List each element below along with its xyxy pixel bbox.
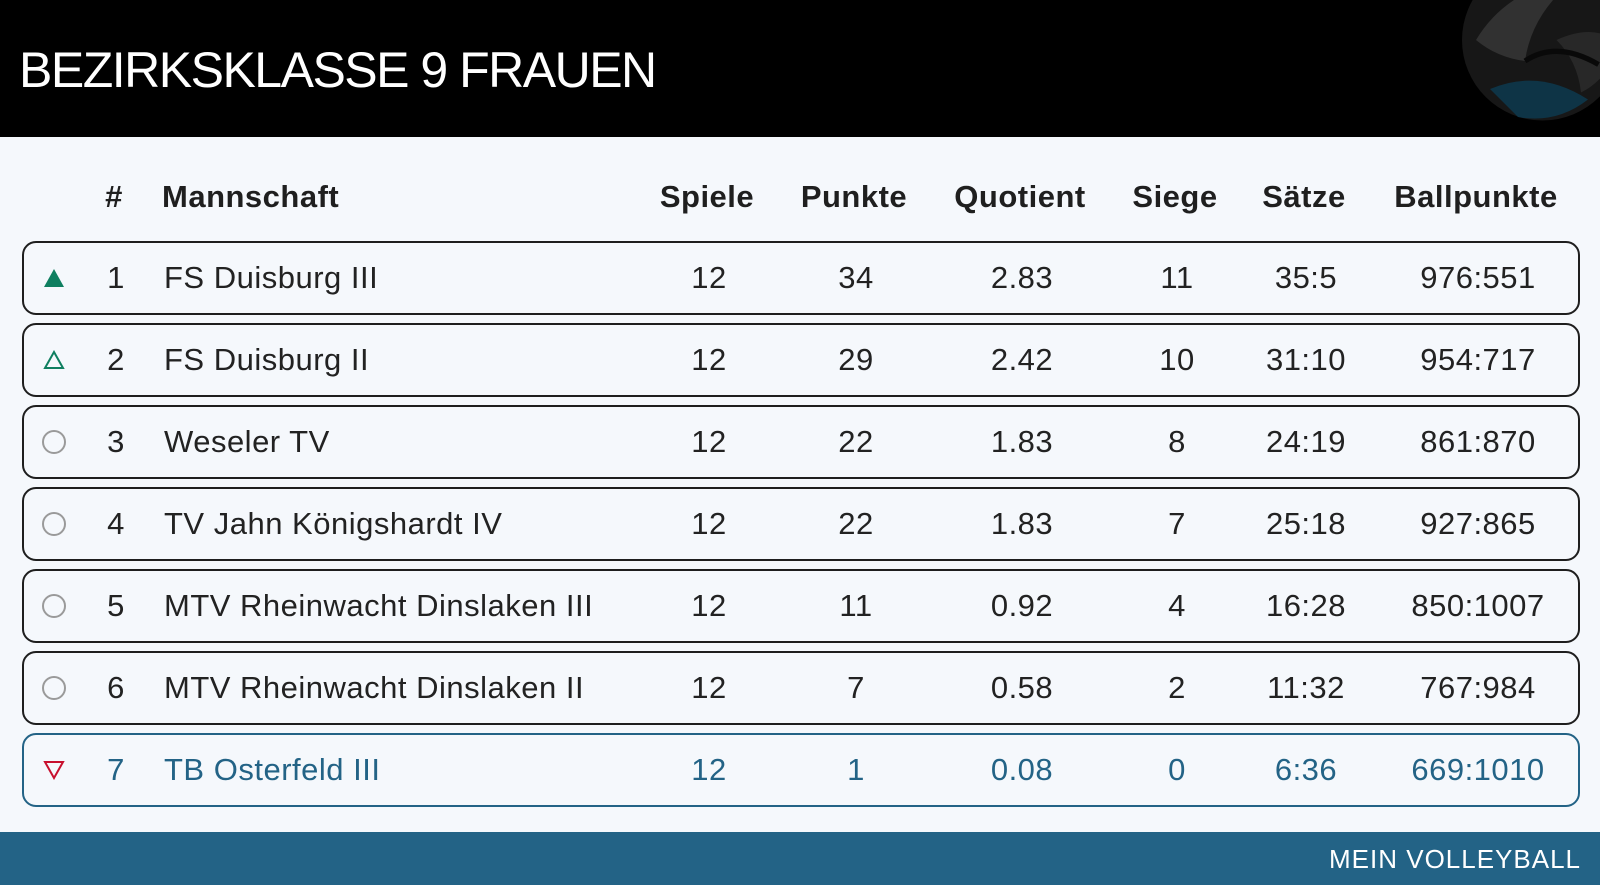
table-header: # Mannschaft Spiele Punkte Quotient Sieg… xyxy=(0,177,1600,217)
promotion-up-outline-icon xyxy=(24,325,84,395)
row-sets: 11:32 xyxy=(1267,670,1345,705)
row-rank: 2 xyxy=(107,342,125,377)
row-team: FS Duisburg II xyxy=(164,342,370,377)
row-rank: 3 xyxy=(107,424,125,459)
header-quotient: Quotient xyxy=(954,179,1086,214)
header-points: Punkte xyxy=(800,179,908,214)
row-ballpoints: 767:984 xyxy=(1420,670,1536,705)
row-points: 22 xyxy=(838,424,874,459)
row-points: 22 xyxy=(838,506,874,541)
row-team: FS Duisburg III xyxy=(164,260,379,295)
row-team: Weseler TV xyxy=(164,424,330,459)
row-points: 11 xyxy=(839,588,873,623)
row-rank: 5 xyxy=(107,588,125,623)
table-row[interactable]: 3 Weseler TV 12 22 1.83 8 24:19 861:870 xyxy=(22,405,1580,479)
header-rank: # xyxy=(105,179,123,214)
row-wins: 4 xyxy=(1168,588,1186,623)
neutral-circle-icon xyxy=(24,489,84,559)
row-sets: 24:19 xyxy=(1265,424,1347,459)
row-wins: 0 xyxy=(1168,752,1186,787)
neutral-circle-icon xyxy=(24,407,84,477)
row-points: 29 xyxy=(838,342,874,377)
row-quotient: 1.83 xyxy=(990,506,1054,541)
row-games: 12 xyxy=(691,260,727,295)
row-points: 7 xyxy=(847,670,865,705)
row-team: TB Osterfeld III xyxy=(164,752,381,787)
footer-bar: MEIN VOLLEYBALL xyxy=(0,832,1600,885)
row-games: 12 xyxy=(691,752,727,787)
row-quotient: 0.08 xyxy=(990,752,1054,787)
header-ballpoints: Ballpunkte xyxy=(1394,179,1558,214)
header-wins: Siege xyxy=(1132,179,1218,214)
table-row[interactable]: 5 MTV Rheinwacht Dinslaken III 12 11 0.9… xyxy=(22,569,1580,643)
row-points: 1 xyxy=(847,752,865,787)
footer-brand[interactable]: MEIN VOLLEYBALL xyxy=(1329,844,1581,874)
row-ballpoints: 669:1010 xyxy=(1411,752,1545,787)
row-rank: 4 xyxy=(107,506,125,541)
row-sets: 35:5 xyxy=(1274,260,1338,295)
row-quotient: 1.83 xyxy=(990,424,1054,459)
row-ballpoints: 927:865 xyxy=(1420,506,1536,541)
row-wins: 10 xyxy=(1159,342,1195,377)
row-rank: 6 xyxy=(107,670,125,705)
table-row[interactable]: 1 FS Duisburg III 12 34 2.83 11 35:5 976… xyxy=(22,241,1580,315)
row-wins: 7 xyxy=(1168,506,1186,541)
row-sets: 25:18 xyxy=(1265,506,1347,541)
neutral-circle-icon xyxy=(24,571,84,641)
volleyball-logo-icon xyxy=(1462,0,1600,121)
row-games: 12 xyxy=(691,424,727,459)
header-bar: BEZIRKSKLASSE 9 FRAUEN xyxy=(0,0,1600,137)
row-team: TV Jahn Königshardt IV xyxy=(164,506,503,541)
row-sets: 16:28 xyxy=(1265,588,1347,623)
row-games: 12 xyxy=(691,506,727,541)
neutral-circle-icon xyxy=(24,653,84,723)
row-ballpoints: 954:717 xyxy=(1420,342,1536,377)
row-wins: 11 xyxy=(1160,260,1194,295)
promotion-up-filled-icon xyxy=(24,243,84,313)
header-games: Spiele xyxy=(659,179,755,214)
row-sets: 6:36 xyxy=(1274,752,1338,787)
row-wins: 2 xyxy=(1168,670,1186,705)
row-team: MTV Rheinwacht Dinslaken II xyxy=(164,670,585,705)
row-rank: 1 xyxy=(107,260,125,295)
standings-table: # Mannschaft Spiele Punkte Quotient Sieg… xyxy=(0,137,1600,832)
table-row[interactable]: 2 FS Duisburg II 12 29 2.42 10 31:10 954… xyxy=(22,323,1580,397)
header-team: Mannschaft xyxy=(162,179,340,214)
row-quotient: 0.92 xyxy=(990,588,1054,623)
table-row-highlighted[interactable]: 7 TB Osterfeld III 12 1 0.08 0 6:36 669:… xyxy=(22,733,1580,807)
table-row[interactable]: 4 TV Jahn Königshardt IV 12 22 1.83 7 25… xyxy=(22,487,1580,561)
row-team: MTV Rheinwacht Dinslaken III xyxy=(164,588,594,623)
row-ballpoints: 861:870 xyxy=(1420,424,1536,459)
row-games: 12 xyxy=(691,588,727,623)
row-games: 12 xyxy=(691,670,727,705)
table-row[interactable]: 6 MTV Rheinwacht Dinslaken II 12 7 0.58 … xyxy=(22,651,1580,725)
row-points: 34 xyxy=(838,260,874,295)
page-title: BEZIRKSKLASSE 9 FRAUEN xyxy=(19,42,657,98)
row-sets: 31:10 xyxy=(1265,342,1347,377)
relegation-down-outline-icon xyxy=(24,735,84,805)
row-ballpoints: 850:1007 xyxy=(1411,588,1545,623)
row-quotient: 2.83 xyxy=(990,260,1054,295)
row-quotient: 2.42 xyxy=(990,342,1054,377)
row-wins: 8 xyxy=(1168,424,1186,459)
row-quotient: 0.58 xyxy=(990,670,1054,705)
row-ballpoints: 976:551 xyxy=(1420,260,1536,295)
row-rank: 7 xyxy=(107,752,125,787)
row-games: 12 xyxy=(691,342,727,377)
header-sets: Sätze xyxy=(1262,179,1346,214)
